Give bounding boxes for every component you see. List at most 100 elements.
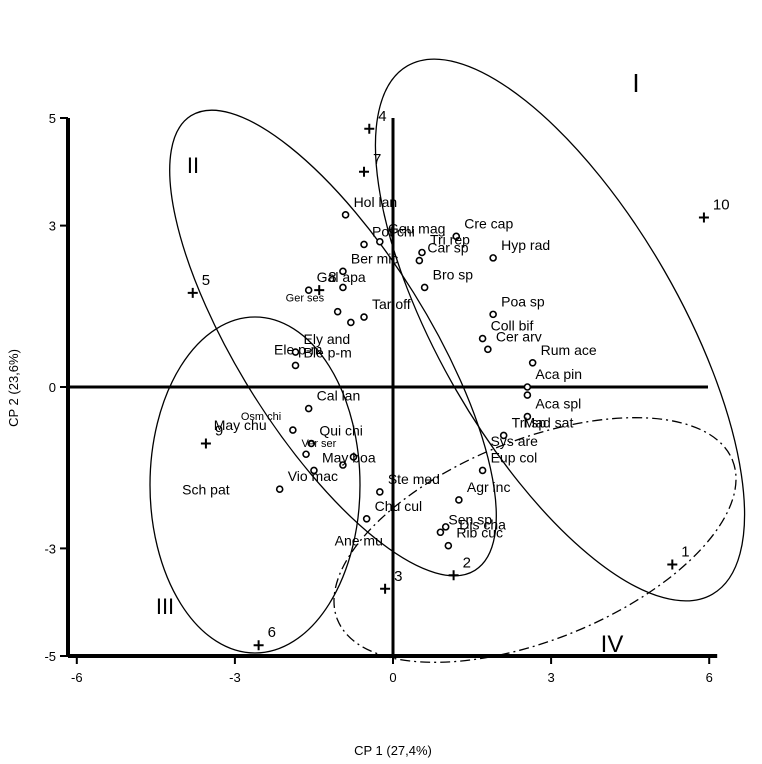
species-label: Rum ace — [541, 342, 597, 358]
site-marker — [380, 583, 391, 594]
site-label: 9 — [215, 422, 223, 439]
site-marker — [187, 287, 198, 298]
species-label: Agr inc — [467, 479, 511, 495]
site-label: 8 — [328, 269, 336, 286]
species-marker — [420, 283, 429, 292]
group-ellipse-ii — [169, 109, 497, 577]
axes-layer: 5 3 0 -3 -5 -6 -3 0 3 6 — [44, 111, 718, 685]
species-label: Ver ser — [301, 438, 336, 450]
x-axis-label: CP 1 (27,4%) — [354, 743, 432, 758]
site-label: 4 — [378, 108, 386, 125]
site-label: 6 — [268, 624, 276, 641]
species-label: Ane mu — [335, 533, 383, 549]
group-ellipse-i — [374, 58, 746, 602]
site-marker — [200, 438, 211, 449]
site-label: 5 — [202, 272, 210, 289]
species-marker — [441, 523, 450, 531]
species-marker — [436, 528, 445, 537]
group-ellipse-iii — [149, 316, 361, 654]
species-marker — [376, 488, 384, 496]
x-tick-label: -3 — [229, 670, 241, 685]
species-marker — [339, 461, 347, 469]
y-tick-label: 0 — [49, 380, 56, 395]
species-marker — [360, 240, 368, 249]
species-label: Mad sat — [524, 414, 574, 430]
x-tick-label: 6 — [706, 670, 713, 685]
site-marker — [253, 640, 264, 651]
species-label: Car sp — [427, 240, 468, 256]
species-label: Vio mac — [288, 468, 338, 484]
y-tick-label: 3 — [49, 219, 56, 234]
species-marker — [307, 439, 316, 448]
species-marker — [478, 334, 487, 343]
species-marker — [415, 256, 424, 265]
species-label: Hol lan — [354, 194, 398, 210]
species-label: Qui chi — [319, 422, 363, 438]
species-marker — [452, 232, 461, 241]
group-label-i: I — [632, 68, 639, 98]
species-marker — [302, 450, 310, 459]
species-marker — [304, 286, 313, 294]
species-label: Cer arv — [496, 328, 542, 344]
species-marker — [484, 345, 492, 354]
species-marker — [478, 466, 487, 475]
group-label-iii: III — [156, 594, 174, 619]
species-marker — [418, 248, 426, 257]
species-marker — [289, 426, 297, 434]
species-marker — [341, 211, 350, 219]
site-label: 1 — [681, 544, 689, 561]
species-label: Sys are — [490, 433, 538, 449]
species-label: Pot chi — [372, 223, 415, 239]
group-label-ii: II — [187, 153, 199, 178]
species-label: Tri rep — [430, 232, 470, 248]
species-label: Dis cha — [459, 517, 506, 533]
species-marker — [347, 318, 355, 327]
y-tick-label: -3 — [44, 541, 56, 556]
species-marker — [499, 431, 508, 440]
species-label: Poa sp — [501, 293, 545, 309]
species-marker — [291, 361, 300, 370]
species-marker — [489, 254, 497, 262]
x-tick-label: 0 — [389, 670, 396, 685]
species-label: Ely and — [304, 331, 351, 347]
y-axis-label: CP 2 (23,6%) — [6, 349, 21, 427]
species-label: Rib cuc — [456, 525, 503, 541]
x-tick-label: -6 — [71, 670, 83, 685]
species-label: Coll bif — [491, 318, 534, 334]
species-marker — [455, 496, 463, 504]
species-marker — [362, 515, 371, 523]
site-marker — [698, 212, 709, 223]
species-label: Hyp rad — [501, 237, 550, 253]
species-label: Sch pat — [182, 482, 230, 498]
species-label: Chu cul — [375, 498, 422, 514]
site-label: 2 — [463, 554, 471, 571]
site-marker — [667, 559, 678, 570]
species-label: Osm chi — [241, 411, 281, 423]
species-marker — [275, 485, 284, 494]
site-marker — [448, 570, 459, 581]
species-marker — [444, 541, 453, 550]
x-tick-label: 3 — [547, 670, 554, 685]
species-marker — [523, 383, 532, 391]
site-marker — [364, 123, 375, 134]
species-label: Sen sp — [448, 511, 492, 527]
group-ellipse-iv — [333, 417, 737, 663]
species-marker — [304, 404, 313, 413]
site-label: 10 — [713, 197, 730, 214]
species-marker — [339, 267, 347, 276]
species-label: Tar off — [372, 296, 411, 312]
species-marker — [349, 453, 358, 461]
site-label: 7 — [373, 151, 381, 168]
species-marker — [291, 348, 300, 356]
species-marker — [376, 237, 384, 246]
species-marker — [528, 358, 537, 367]
species-marker — [333, 307, 342, 316]
site-marker — [359, 166, 370, 177]
site-marker — [314, 285, 325, 296]
species-label: Ste med — [388, 471, 440, 487]
group-label-iv: IV — [601, 631, 624, 658]
site-label: 3 — [394, 568, 402, 585]
species-label: Geu mag — [388, 221, 446, 237]
